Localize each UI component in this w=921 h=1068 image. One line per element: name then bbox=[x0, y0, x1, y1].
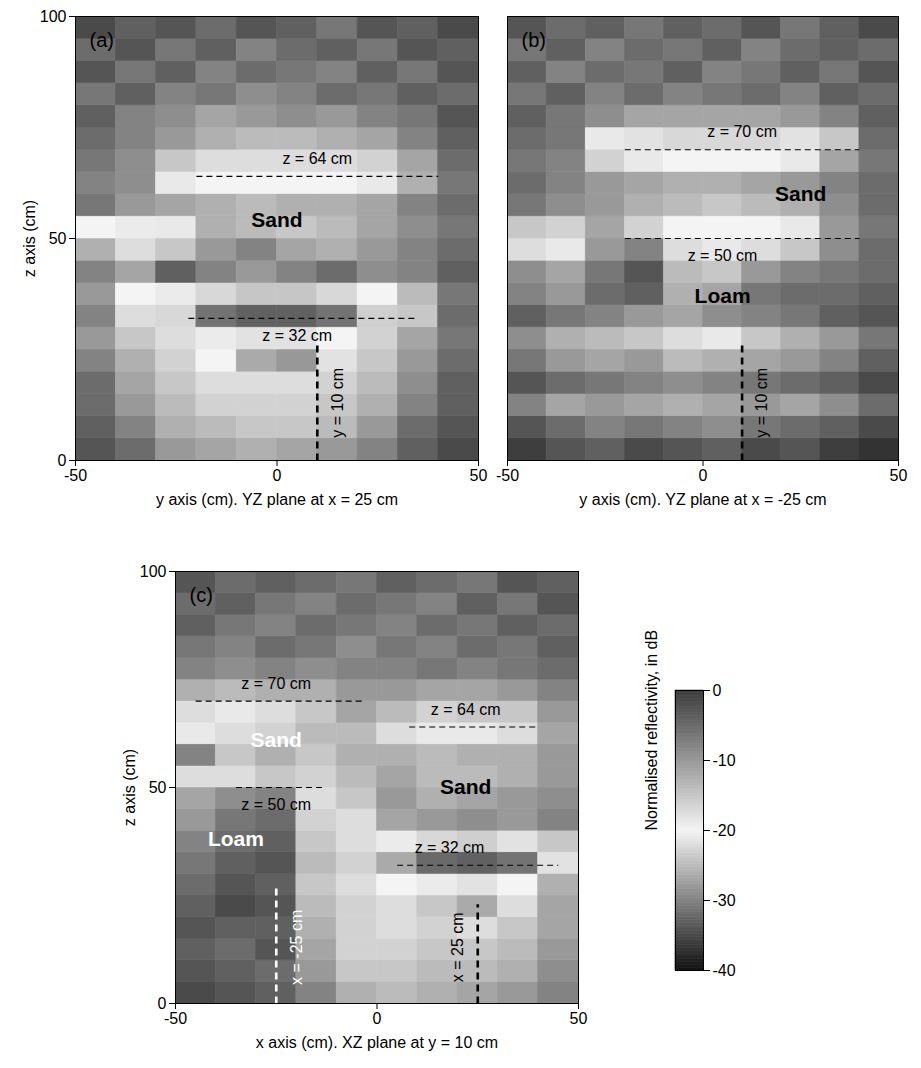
svg-text:z axis (cm): z axis (cm) bbox=[21, 200, 38, 277]
svg-text:x axis (cm). XZ plane at y = 1: x axis (cm). XZ plane at y = 10 cm bbox=[256, 1034, 498, 1051]
svg-text:Loam: Loam bbox=[695, 284, 751, 307]
svg-text:y = 10 cm: y = 10 cm bbox=[329, 368, 346, 438]
svg-text:y axis (cm). YZ plane at x = 2: y axis (cm). YZ plane at x = 25 cm bbox=[156, 491, 398, 508]
svg-text:(b): (b) bbox=[522, 29, 546, 51]
svg-text:z = 50 cm: z = 50 cm bbox=[241, 796, 311, 813]
svg-text:Loam: Loam bbox=[208, 827, 264, 850]
svg-text:z = 50 cm: z = 50 cm bbox=[688, 247, 758, 264]
svg-text:Sand: Sand bbox=[251, 728, 302, 751]
svg-text:x = 25 cm: x = 25 cm bbox=[449, 912, 466, 982]
svg-text:-30: -30 bbox=[713, 892, 736, 909]
svg-text:y = 10 cm: y = 10 cm bbox=[753, 368, 770, 438]
svg-text:z = 64 cm: z = 64 cm bbox=[282, 150, 352, 167]
svg-text:50: 50 bbox=[570, 1010, 588, 1027]
svg-text:z = 70 cm: z = 70 cm bbox=[241, 675, 311, 692]
svg-text:Sand: Sand bbox=[775, 182, 826, 205]
svg-text:Sand: Sand bbox=[440, 775, 491, 798]
svg-text:z = 70 cm: z = 70 cm bbox=[707, 123, 777, 140]
svg-text:-10: -10 bbox=[713, 752, 736, 769]
svg-text:100: 100 bbox=[140, 563, 167, 580]
svg-text:(c): (c) bbox=[190, 584, 213, 606]
svg-text:z = 32 cm: z = 32 cm bbox=[415, 839, 485, 856]
svg-text:50: 50 bbox=[49, 230, 67, 247]
svg-text:z = 32 cm: z = 32 cm bbox=[262, 327, 332, 344]
svg-text:0: 0 bbox=[373, 1010, 382, 1027]
svg-text:-50: -50 bbox=[64, 467, 87, 484]
svg-text:50: 50 bbox=[890, 467, 908, 484]
svg-text:0: 0 bbox=[273, 467, 282, 484]
svg-text:-50: -50 bbox=[164, 1010, 187, 1027]
svg-text:z = 64 cm: z = 64 cm bbox=[431, 701, 501, 718]
svg-text:(a): (a) bbox=[90, 29, 114, 51]
svg-text:z axis (cm): z axis (cm) bbox=[121, 749, 138, 826]
svg-text:-20: -20 bbox=[713, 822, 736, 839]
svg-text:y axis (cm). YZ plane at x = -: y axis (cm). YZ plane at x = -25 cm bbox=[579, 491, 826, 508]
svg-text:50: 50 bbox=[149, 779, 167, 796]
svg-text:50: 50 bbox=[470, 467, 488, 484]
svg-text:-50: -50 bbox=[496, 467, 519, 484]
svg-text:-40: -40 bbox=[713, 962, 736, 979]
svg-text:Sand: Sand bbox=[251, 208, 302, 231]
svg-text:Normalised reflectivity, in dB: Normalised reflectivity, in dB bbox=[643, 630, 660, 831]
svg-text:0: 0 bbox=[713, 682, 722, 699]
svg-text:100: 100 bbox=[40, 8, 67, 25]
svg-text:0: 0 bbox=[157, 994, 167, 1012]
svg-text:0: 0 bbox=[57, 451, 67, 469]
svg-text:x = -25 cm: x = -25 cm bbox=[288, 910, 305, 985]
svg-text:0: 0 bbox=[699, 467, 708, 484]
